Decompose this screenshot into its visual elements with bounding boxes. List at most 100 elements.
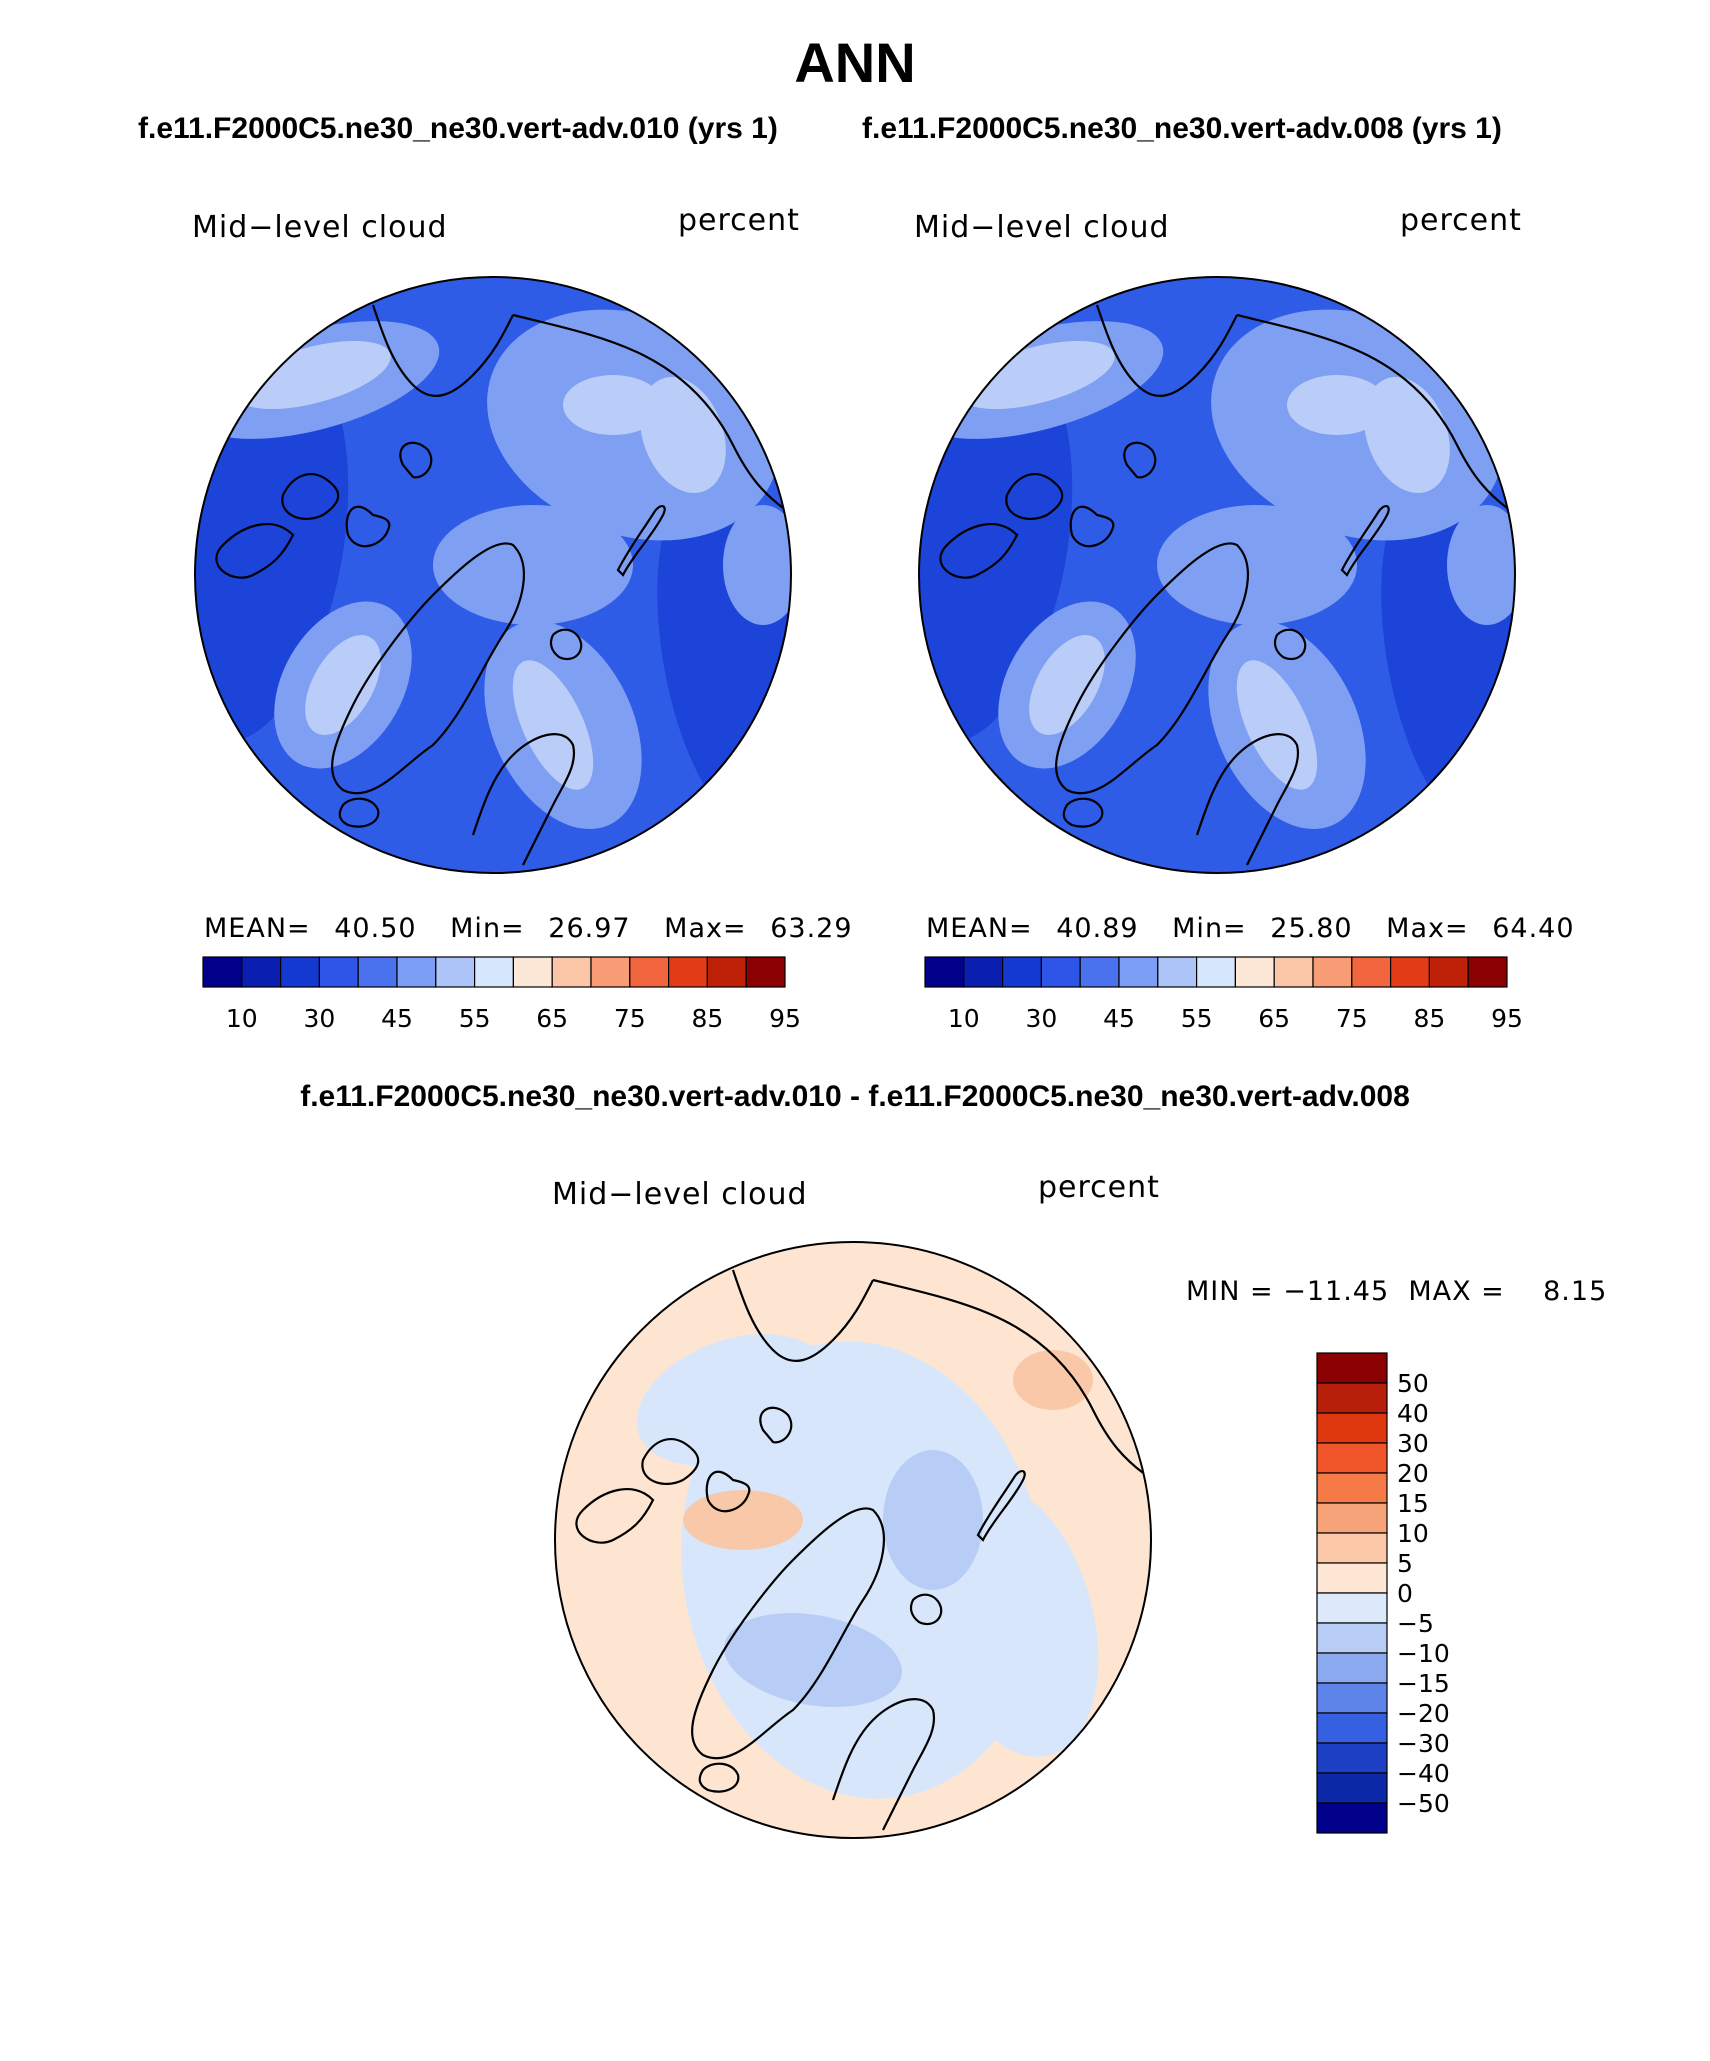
diff-colorbar-tick-label: −30: [1397, 1729, 1450, 1758]
diff-neg2-region: [883, 1450, 983, 1590]
diff-colorbar-tick-label: −20: [1397, 1699, 1450, 1728]
left-colorbar-tick-label: 30: [303, 1004, 335, 1033]
left-case-title: f.e11.F2000C5.ne30_ne30.vert-adv.010 (yr…: [138, 112, 778, 145]
left-colorbar-swatch: [551, 956, 592, 988]
figure-title: ANN: [794, 31, 916, 94]
right-pale-region: [959, 340, 1115, 410]
diff-colorbar-swatch: [1316, 1532, 1388, 1564]
left-map-border: [194, 276, 792, 874]
left-min-label: Min=: [450, 913, 525, 944]
diff-map-border: [554, 1241, 1152, 1839]
left-colorbar-tick-label: 45: [381, 1004, 413, 1033]
right-mean-value: 40.89: [1056, 913, 1139, 944]
right-pale-region: [1287, 375, 1387, 435]
diff-colorbar-swatch: [1316, 1502, 1388, 1534]
right-light-region: [1157, 505, 1357, 625]
left-stats: MEAN= 40.50 Min= 26.97 Max= 63.29: [204, 913, 853, 944]
left-mean-value: 40.50: [334, 913, 417, 944]
right-stats: MEAN= 40.89 Min= 25.80 Max= 64.40: [926, 913, 1575, 944]
diff-colorbar-swatch: [1316, 1742, 1388, 1774]
diff-colorbar-swatch: [1316, 1442, 1388, 1474]
left-min-value: 26.97: [548, 913, 631, 944]
left-pale-region: [640, 376, 726, 494]
diff-title: f.e11.F2000C5.ne30_ne30.vert-adv.010 - f…: [300, 1080, 1410, 1113]
left-colorbar-swatch: [667, 956, 708, 988]
left-colorbar-swatch: [512, 956, 553, 988]
right-light-region: [1447, 505, 1515, 625]
left-colorbar-swatch: [435, 956, 476, 988]
left-units-label: percent: [678, 203, 800, 238]
diff-neg2-region: [724, 1613, 902, 1707]
left-max-label: Max=: [664, 913, 747, 944]
diff-colorbar-swatch: [1316, 1412, 1388, 1444]
right-colorbar-swatch: [1079, 956, 1120, 988]
left-pale-region: [235, 340, 391, 410]
right-max-value: 64.40: [1492, 913, 1575, 944]
right-colorbar-swatch: [1001, 956, 1042, 988]
right-colorbar-swatch: [1467, 956, 1508, 988]
diff-colorbar-swatch: [1316, 1682, 1388, 1714]
right-colorbar-swatch: [1351, 956, 1392, 988]
diff-colorbar-swatch: [1316, 1352, 1388, 1384]
diff-colorbar-tick-label: 20: [1397, 1459, 1429, 1488]
diff-colorbar-tick-label: 30: [1397, 1429, 1429, 1458]
diff-colorbar-swatch: [1316, 1772, 1388, 1804]
left-colorbar-swatch: [357, 956, 398, 988]
left-colorbar-tick-label: 95: [769, 1004, 801, 1033]
diff-colorbar-tick-label: 5: [1397, 1549, 1413, 1578]
right-colorbar-swatch: [1157, 956, 1198, 988]
left-light-region: [723, 505, 791, 625]
left-colorbar-swatch: [706, 956, 747, 988]
right-colorbar-swatch: [1040, 956, 1081, 988]
diff-colorbar-tick-label: 15: [1397, 1489, 1429, 1518]
left-max-value: 63.29: [770, 913, 853, 944]
right-colorbar-tick-label: 75: [1336, 1004, 1368, 1033]
right-mean-label: MEAN=: [926, 913, 1033, 944]
left-colorbar-swatch: [474, 956, 515, 988]
diff-colorbar-swatch: [1316, 1382, 1388, 1414]
left-colorbar-tick-label: 55: [459, 1004, 491, 1033]
diff-colorbar-tick-label: 10: [1397, 1519, 1429, 1548]
right-pale-region: [1364, 376, 1450, 494]
diff-colorbar-swatch: [1316, 1652, 1388, 1684]
diff-colorbar-tick-label: 40: [1397, 1399, 1429, 1428]
left-colorbar-swatch: [318, 956, 359, 988]
right-colorbar-tick-label: 65: [1258, 1004, 1290, 1033]
left-variable-label: Mid−level cloud: [192, 210, 448, 245]
left-colorbar-swatch: [629, 956, 670, 988]
right-colorbar-swatch: [1273, 956, 1314, 988]
diff-colorbar-tick-label: −10: [1397, 1639, 1450, 1668]
right-map-border: [918, 276, 1516, 874]
diff-variable-label: Mid−level cloud: [552, 1177, 808, 1212]
diff-colorbar-swatch: [1316, 1802, 1388, 1834]
diff-pos2-region: [683, 1490, 803, 1550]
right-colorbar-tick-label: 45: [1103, 1004, 1135, 1033]
left-colorbar-tick-label: 65: [536, 1004, 568, 1033]
left-colorbar-swatch: [241, 956, 282, 988]
diff-colorbar-tick-label: −15: [1397, 1669, 1450, 1698]
left-light-region: [433, 505, 633, 625]
right-colorbar-swatch: [1234, 956, 1275, 988]
right-colorbar-tick-label: 85: [1413, 1004, 1445, 1033]
left-colorbar-tick-label: 85: [691, 1004, 723, 1033]
right-min-label: Min=: [1172, 913, 1247, 944]
left-colorbar-tick-label: 10: [226, 1004, 258, 1033]
diff-colorbar-swatch: [1316, 1472, 1388, 1504]
left-colorbar-swatch: [202, 956, 243, 988]
right-pale-region: [1029, 635, 1105, 735]
diff-units-label: percent: [1038, 1170, 1160, 1205]
left-colorbar-tick-label: 75: [614, 1004, 646, 1033]
right-colorbar-swatch: [1312, 956, 1353, 988]
right-colorbar-tick-label: 55: [1181, 1004, 1213, 1033]
right-colorbar-swatch: [924, 956, 965, 988]
diff-colorbar-swatch: [1316, 1562, 1388, 1594]
left-pale-region: [305, 635, 381, 735]
left-mean-label: MEAN=: [204, 913, 311, 944]
diff-minmax: MIN = −11.45 MAX = 8.15: [1186, 1276, 1608, 1307]
diff-colorbar-swatch: [1316, 1622, 1388, 1654]
diff-colorbar-tick-label: 50: [1397, 1369, 1429, 1398]
right-map: [919, 277, 1515, 873]
diff-map: [555, 1242, 1151, 1838]
right-colorbar-tick-label: 95: [1491, 1004, 1523, 1033]
